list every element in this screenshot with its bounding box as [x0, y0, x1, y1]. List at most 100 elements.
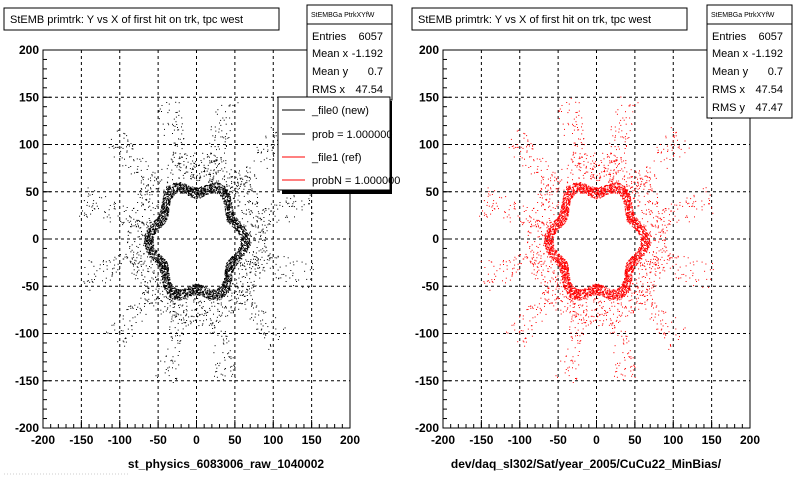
scatter-point: [210, 319, 212, 321]
scatter-point: [188, 185, 189, 187]
scatter-point: [231, 295, 233, 297]
scatter-point: [160, 219, 162, 221]
scatter-point: [197, 290, 198, 292]
scatter-point: [203, 194, 204, 196]
scatter-point: [236, 254, 238, 256]
scatter-point: [236, 219, 238, 221]
scatter-point: [249, 240, 251, 242]
scatter-point: [217, 192, 219, 194]
scatter-point: [104, 211, 106, 213]
scatter-point: [172, 186, 173, 188]
scatter-point: [136, 219, 138, 221]
scatter-point: [229, 350, 231, 352]
scatter-point: [224, 278, 226, 280]
scatter-point: [94, 190, 96, 192]
scatter-point: [197, 189, 199, 191]
scatter-point: [142, 292, 144, 293]
scatter-point: [250, 281, 252, 283]
scatter-point: [169, 295, 171, 297]
scatter-point: [249, 234, 251, 236]
scatter-point: [188, 193, 190, 195]
scatter-point: [123, 258, 125, 260]
scatter-point: [227, 217, 229, 219]
scatter-point: [234, 306, 236, 308]
scatter-point: [144, 236, 146, 238]
scatter-point: [225, 111, 226, 113]
scatter-point: [212, 187, 214, 189]
scatter-point: [231, 209, 233, 211]
scatter-point: [220, 187, 222, 189]
scatter-point: [153, 225, 155, 227]
scatter-point: [165, 269, 167, 270]
scatter-point: [202, 290, 204, 292]
scatter-point: [200, 186, 202, 188]
scatter-point: [136, 309, 137, 310]
scatter-point: [111, 274, 113, 276]
scatter-point: [230, 207, 232, 209]
scatter-point: [133, 256, 135, 258]
scatter-point: [172, 173, 174, 175]
scatter-point: [217, 109, 219, 111]
scatter-point: [227, 195, 229, 197]
scatter-point: [226, 202, 227, 204]
scatter-point: [270, 210, 272, 212]
scatter-point: [230, 187, 231, 189]
scatter-point: [147, 229, 149, 231]
scatter-point: [163, 215, 164, 217]
scatter-point: [195, 163, 197, 165]
scatter-point: [208, 296, 210, 298]
scatter-point: [193, 320, 194, 322]
scatter-point: [147, 231, 149, 233]
scatter-point: [171, 284, 173, 286]
scatter-point: [163, 195, 165, 197]
scatter-point: [229, 117, 231, 119]
scatter-point: [210, 188, 212, 190]
scatter-point: [160, 216, 162, 218]
scatter-point: [154, 231, 156, 233]
scatter-point: [158, 217, 160, 219]
scatter-point: [171, 318, 173, 320]
scatter-point: [257, 260, 259, 262]
scatter-point: [149, 192, 151, 193]
scatter-point: [221, 288, 223, 290]
scatter-point: [148, 206, 149, 208]
scatter-point: [208, 191, 210, 193]
scatter-point: [222, 294, 223, 296]
scatter-point: [249, 293, 251, 295]
scatter-point: [233, 261, 235, 263]
scatter-point: [221, 104, 223, 106]
scatter-point: [260, 320, 262, 322]
scatter-point: [166, 291, 168, 292]
scatter-point: [191, 188, 193, 190]
scatter-point: [166, 277, 168, 279]
scatter-point: [218, 365, 220, 367]
scatter-point: [142, 204, 144, 206]
scatter-point: [161, 215, 163, 217]
scatter-point: [205, 168, 207, 169]
scatter-point: [140, 310, 142, 312]
scatter-point: [165, 310, 167, 312]
scatter-point: [162, 259, 164, 261]
scatter-point: [223, 119, 225, 121]
scatter-point: [181, 186, 183, 188]
scatter-point: [224, 210, 226, 212]
scatter-point: [103, 217, 105, 219]
scatter-point: [167, 307, 169, 309]
scatter-point: [263, 239, 265, 241]
scatter-point: [229, 263, 230, 264]
scatter-point: [239, 248, 241, 250]
scatter-point: [210, 126, 212, 128]
scatter-point: [210, 180, 212, 182]
scatter-point: [124, 338, 126, 340]
scatter-point: [268, 254, 270, 256]
scatter-point: [256, 328, 258, 330]
scatter-point: [162, 266, 164, 268]
scatter-point: [188, 287, 190, 289]
scatter-point: [163, 272, 165, 274]
scatter-point: [187, 296, 189, 298]
scatter-point: [218, 163, 220, 165]
scatter-point: [178, 307, 180, 309]
scatter-point: [164, 221, 166, 223]
scatter-point: [213, 301, 215, 303]
scatter-point: [134, 316, 136, 318]
